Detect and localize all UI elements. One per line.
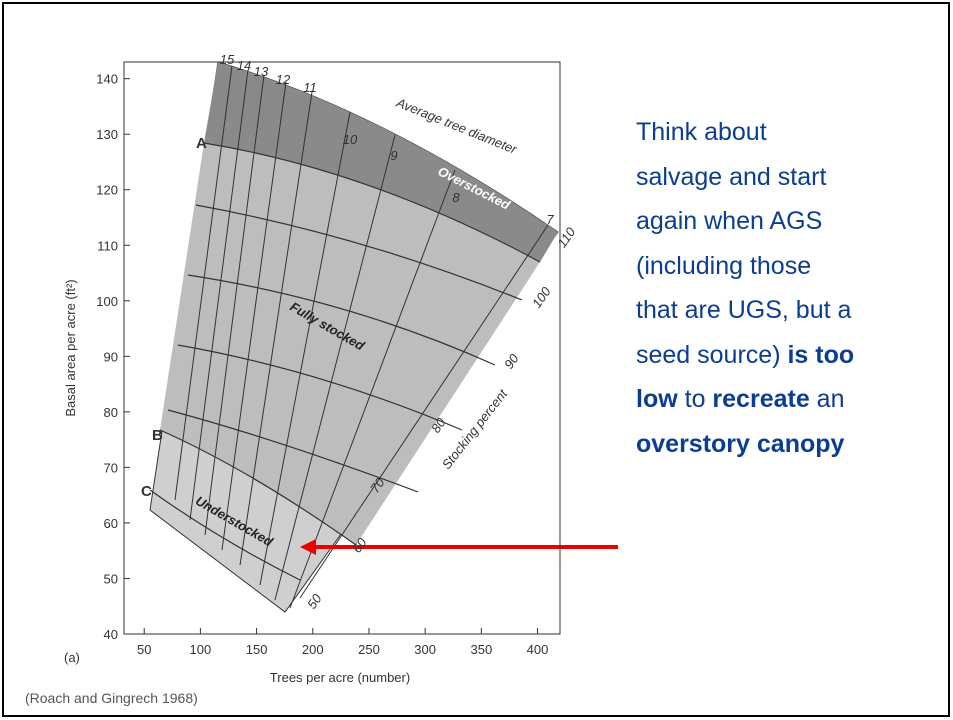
x-tick-label: 50	[137, 642, 151, 657]
x-tick-label: 300	[414, 642, 436, 657]
x-tick-label: 100	[190, 642, 212, 657]
note-run: overstory canopy	[636, 429, 845, 458]
curve-label: A	[196, 135, 207, 152]
y-tick-label: 130	[96, 127, 118, 142]
x-tick-label: 200	[302, 642, 324, 657]
plot-frame	[123, 61, 561, 635]
overstocked-band	[204, 62, 558, 262]
panel-label: (a)	[64, 650, 80, 665]
x-tick-label: 400	[527, 642, 549, 657]
note-run: low	[636, 385, 678, 413]
y-tick-label: 80	[104, 405, 118, 420]
note-run: (including those	[636, 251, 812, 280]
note-run: seed source)	[636, 340, 788, 369]
y-tick-label: 40	[104, 627, 118, 642]
note-run: salvage and start	[636, 162, 827, 191]
note-text: Think about salvage and start again when A…	[636, 110, 951, 466]
note-line: that are UGS, but a	[636, 288, 951, 333]
diameter-label: 8	[452, 190, 460, 205]
curve-label: C	[141, 483, 152, 500]
stocking-diagram	[149, 61, 559, 613]
y-tick-label: 60	[104, 516, 118, 531]
note-run: that are UGS, but a	[636, 296, 852, 324]
diameter-label: 12	[276, 72, 291, 87]
y-tick-label: 140	[96, 72, 118, 87]
diameter-label: 13	[254, 64, 269, 79]
y-tick-label: 100	[96, 294, 118, 309]
diameter-label: 7	[546, 212, 554, 227]
x-tick-label: 150	[246, 642, 268, 657]
note-run: recreate	[712, 385, 810, 413]
x-axis-label: Trees per acre (number)	[270, 670, 410, 685]
note-line: Think about	[636, 110, 951, 155]
note-line: again when AGS	[636, 199, 951, 244]
diameter-label: 9	[390, 148, 397, 163]
curve-label: B	[152, 427, 163, 444]
note-line: (including those	[636, 244, 951, 289]
arrow-head	[300, 539, 316, 555]
stocking-label: 90	[501, 351, 522, 372]
x-tick-label: 250	[358, 642, 380, 657]
note-line: salvage and start	[636, 155, 951, 200]
note-run: is too	[787, 340, 855, 369]
stocking-label: 110	[554, 224, 579, 250]
note-run: Think about	[636, 118, 767, 146]
note-run: to	[677, 385, 713, 413]
diameter-label: 14	[237, 58, 251, 73]
note-line: seed source) is too	[636, 333, 951, 378]
x-tick-label: 350	[470, 642, 492, 657]
y-tick-label: 70	[104, 460, 118, 475]
note-line: low to recreate an	[636, 377, 951, 422]
fully-stocked-band	[160, 143, 540, 545]
y-tick-label: 110	[97, 238, 118, 253]
y-tick-label: 50	[104, 571, 118, 586]
stocking-label: 50	[304, 591, 325, 612]
stocking-label: 100	[529, 284, 554, 311]
source-caption: (Roach and Gingrech 1968)	[25, 690, 198, 706]
note-run: again when AGS	[636, 207, 823, 235]
y-axis-label: Basal area per acre (ft²)	[63, 279, 78, 416]
diameter-label: 15	[220, 52, 235, 67]
note-line: overstory canopy	[636, 422, 951, 467]
y-tick-label: 120	[96, 183, 118, 198]
diameter-label: 11	[303, 80, 317, 95]
diameter-label: 10	[343, 132, 358, 147]
note-run: an	[809, 385, 845, 413]
diameter-lines	[174, 65, 549, 609]
y-tick-label: 90	[104, 349, 118, 364]
